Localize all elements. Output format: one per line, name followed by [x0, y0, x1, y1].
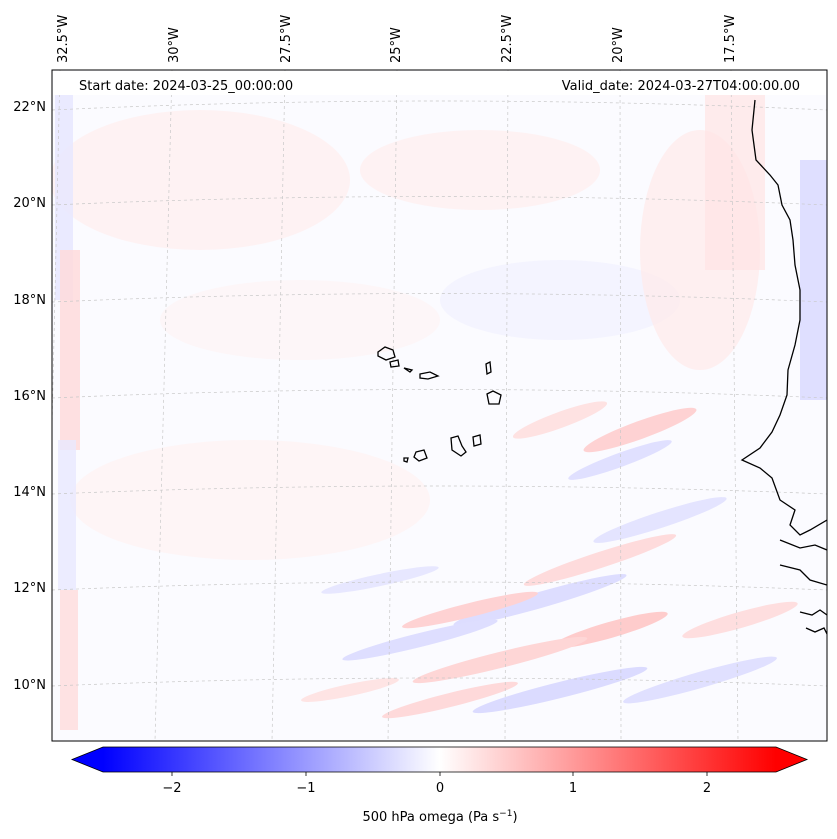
lon-label: 30°W [167, 27, 182, 63]
lat-label: 22°N [13, 100, 46, 115]
lat-label: 18°N [13, 293, 46, 308]
lon-label: 22.5°W [500, 15, 515, 63]
lat-label: 14°N [13, 485, 46, 500]
colorbar-tick: 1 [569, 781, 577, 796]
lat-label: 20°N [13, 196, 46, 211]
colorbar-outline [70, 746, 809, 773]
lat-tick-labels: 22°N 20°N 18°N 16°N 14°N 12°N 10°N [13, 100, 46, 693]
colorbar: −2 −1 0 1 2 500 hPa omega (Pa s−1) [70, 746, 809, 825]
colorbar-min-extend [72, 747, 103, 772]
colorbar-title: 500 hPa omega (Pa s−1) [362, 809, 517, 825]
lon-label: 27.5°W [279, 15, 294, 63]
valid-date-label: Valid_date: 2024-03-27T04:00:00.00 [562, 79, 800, 94]
map-frame [51, 69, 828, 742]
colorbar-tick: −1 [296, 781, 315, 796]
lon-tick-labels: 32.5°W 30°W 27.5°W 25°W 22.5°W 20°W 17.5… [56, 15, 738, 63]
lon-label: 17.5°W [723, 15, 738, 63]
omega-field [52, 70, 827, 741]
lat-label: 12°N [13, 581, 46, 596]
header-band [53, 71, 826, 95]
lon-label: 32.5°W [56, 15, 71, 63]
start-date-label: Start date: 2024-03-25_00:00:00 [79, 79, 293, 94]
lon-label: 25°W [389, 27, 404, 63]
lat-label: 10°N [13, 678, 46, 693]
colorbar-tick: −2 [162, 781, 181, 796]
colorbar-max-extend [776, 747, 807, 772]
lon-label: 20°W [611, 27, 626, 63]
colorbar-tick: 0 [436, 781, 444, 796]
lat-label: 16°N [13, 389, 46, 404]
coastline [377, 99, 827, 635]
colorbar-tick: 2 [703, 781, 711, 796]
colorbar-body [103, 747, 776, 772]
graticule [52, 70, 827, 741]
